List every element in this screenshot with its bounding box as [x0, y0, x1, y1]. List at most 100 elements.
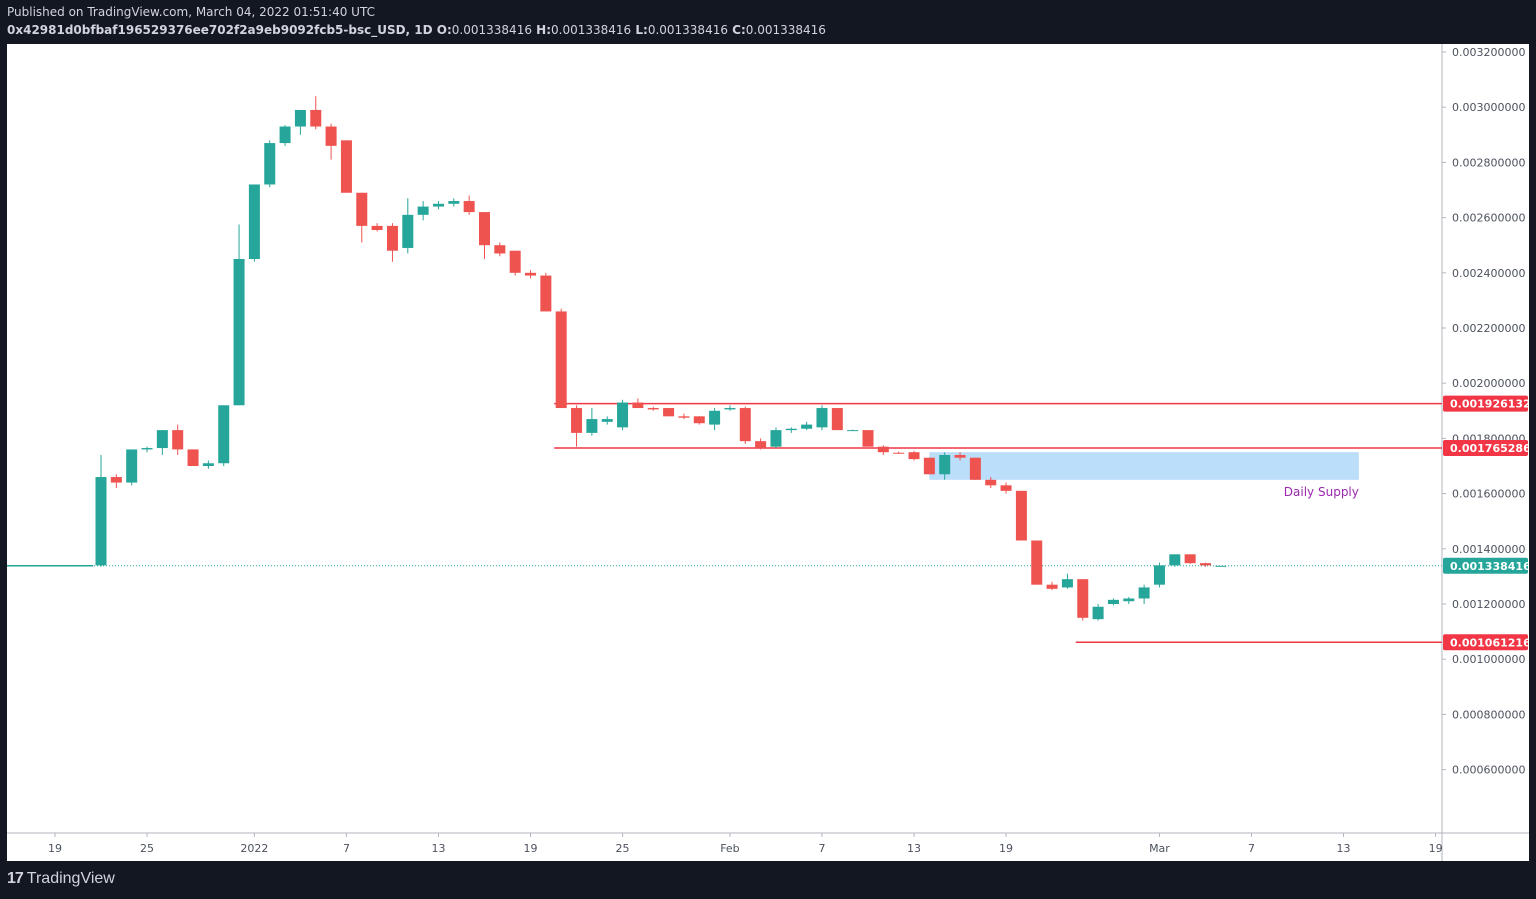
candle-body [785, 428, 797, 431]
time-tick-label: 25 [140, 842, 154, 855]
candle-body [969, 457, 981, 480]
candle-body [402, 214, 414, 248]
price-tick-label: 0.003000000 [1452, 101, 1525, 114]
candle [110, 474, 122, 489]
candle-body [310, 109, 322, 127]
candle-body [494, 245, 506, 254]
candle [571, 405, 583, 447]
candle [540, 272, 552, 312]
candle-body [923, 457, 935, 475]
candle-body [877, 446, 889, 453]
candle [954, 452, 966, 461]
candle [555, 308, 567, 409]
candle [1215, 565, 1227, 567]
candle-body [417, 206, 429, 215]
time-tick-label: 7 [818, 842, 825, 855]
candle [218, 405, 230, 466]
candle [325, 123, 337, 160]
daily-supply-zone [929, 452, 1359, 480]
candle-body [1077, 579, 1089, 618]
level-price-label-bg [1443, 395, 1528, 412]
price-tick-label: 0.002400000 [1452, 267, 1525, 280]
candle [862, 430, 874, 447]
candle-body [755, 441, 767, 449]
candle-body [831, 408, 843, 431]
symbol-name[interactable]: 0x42981d0bfbaf196529376ee702f2a9eb9092fc… [7, 23, 433, 37]
candlestick-chart[interactable]: 0.003200000 0.003000000 0.002800000 0.00260… [7, 44, 1529, 861]
candle-body [939, 454, 951, 475]
time-tick-label: Mar [1149, 842, 1170, 855]
candle-body [172, 430, 184, 450]
candle-body [1184, 554, 1196, 564]
chart-panel[interactable]: 0.003200000 0.003000000 0.002800000 0.00260… [7, 44, 1529, 861]
candle-body [126, 449, 138, 483]
candle-body [386, 225, 398, 251]
candle [233, 224, 245, 406]
price-tick-label: 0.001000000 [1452, 653, 1525, 666]
last-price-label-bg [1443, 557, 1528, 574]
candle-body [1031, 540, 1043, 585]
time-tick-label: 2022 [240, 842, 268, 855]
candle [586, 408, 598, 436]
time-tick-label: 7 [343, 842, 350, 855]
candle-body [678, 416, 690, 418]
candle-body [1199, 563, 1211, 566]
candle [141, 446, 153, 453]
candle-body [816, 408, 828, 428]
candle-body [601, 419, 613, 422]
candle-body [770, 430, 782, 447]
candle-body [525, 272, 537, 276]
candle [831, 408, 843, 431]
level-price-label-bg [1443, 634, 1528, 651]
candle [709, 408, 721, 431]
candle [816, 405, 828, 431]
candle-body [187, 449, 199, 466]
candle [340, 140, 352, 193]
time-tick-label: 13 [1337, 842, 1351, 855]
candle-body [1046, 584, 1058, 589]
price-tick-label: 0.002000000 [1452, 377, 1525, 390]
candle [187, 449, 199, 466]
candle-body [371, 225, 383, 231]
candle [1153, 562, 1165, 588]
level-price-label: 0.001061216 [1450, 636, 1529, 649]
candle-body [632, 402, 644, 409]
price-tick-label: 0.002800000 [1452, 156, 1525, 169]
candle [632, 398, 644, 409]
open-value: 0.001338416 [451, 23, 532, 37]
candle [1031, 540, 1043, 585]
candle [1000, 482, 1012, 494]
candle [432, 201, 444, 210]
candle [95, 454, 107, 567]
candle-body [248, 184, 260, 259]
candle-body [1061, 579, 1073, 588]
candle-body [264, 143, 276, 185]
price-tick-label: 0.001600000 [1452, 488, 1525, 501]
candle [647, 406, 659, 411]
candle [908, 450, 920, 461]
candle-body [709, 410, 721, 425]
level-price-label-bg [1443, 439, 1528, 456]
price-tick-label: 0.002200000 [1452, 322, 1525, 335]
candle-body [432, 203, 444, 207]
candle-body [356, 192, 368, 226]
candle [386, 223, 398, 262]
candle-body [617, 402, 629, 428]
candle-body [1169, 554, 1181, 566]
candle [617, 399, 629, 431]
price-tick-label: 0.002600000 [1452, 212, 1525, 225]
candle-body [862, 430, 874, 447]
candle-body [294, 109, 306, 127]
candle-body [1215, 565, 1227, 567]
candle [279, 125, 291, 146]
candle [494, 242, 506, 257]
candle-body [1138, 587, 1150, 599]
candle-body [1123, 598, 1135, 602]
last-price-label: 0.001338416 [1450, 560, 1529, 573]
candle [663, 408, 675, 417]
time-tick-label: 7 [1248, 842, 1255, 855]
candle-body [202, 463, 214, 466]
time-tick-label: 13 [907, 842, 921, 855]
candle [402, 198, 414, 254]
price-tick-label: 0.000800000 [1452, 708, 1525, 721]
